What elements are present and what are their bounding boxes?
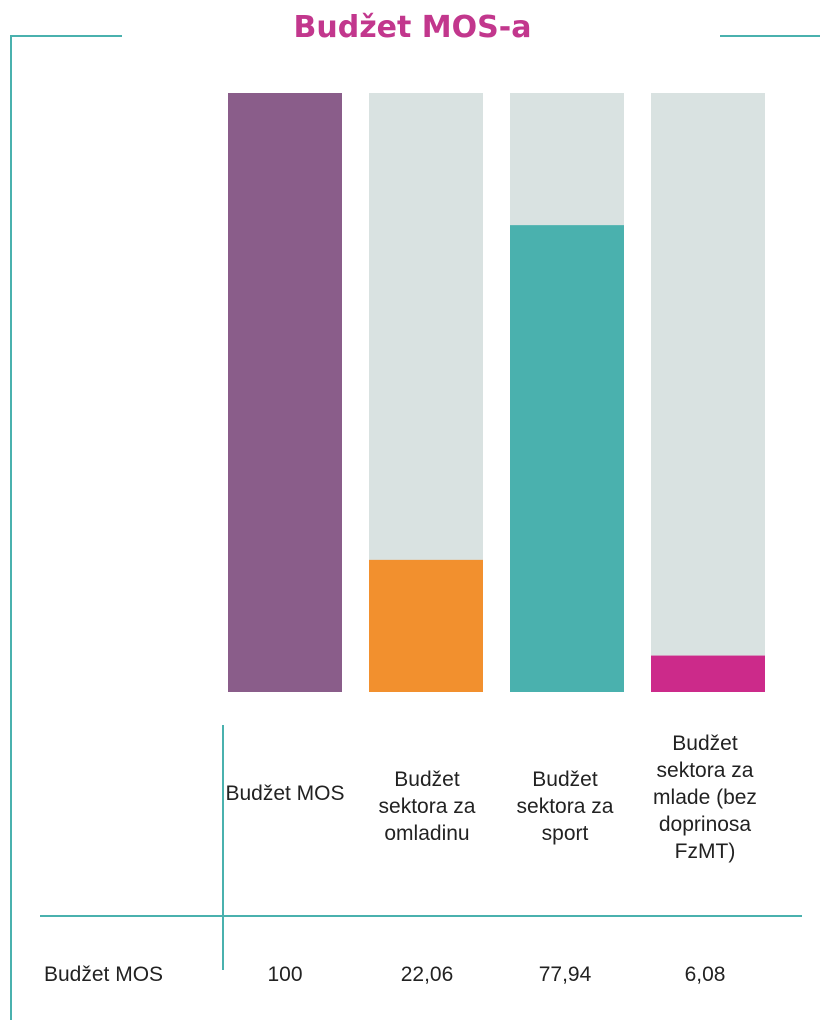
bar-budzet-mos [228,93,342,692]
table-cell-mlade: 6,08 [684,963,726,986]
category-label-omladina: Budžet sektora za omladinu [378,768,476,845]
bar-background-mlade [651,93,765,692]
bar-omladina [369,559,483,692]
category-label-mlade: Budžet sektora za mlade (bez doprinosa F… [653,732,757,863]
table-cell-budzet-mos: 100 [267,963,303,986]
bar-sport [510,225,624,692]
table-cell-sport: 77,94 [538,963,592,986]
frame-top-left-line [10,35,122,37]
category-label-sport: Budžet sektora za sport [516,768,614,845]
table-cell-omladina: 22,06 [400,963,454,986]
bar-mlade [651,655,765,692]
table-horizontal-divider [40,915,802,917]
table-vertical-divider [222,725,224,970]
category-label-budzet-mos: Budžet MOS [225,782,345,805]
frame-left-line [10,35,12,1020]
table-row-label: Budžet MOS [44,963,164,986]
chart-title: Budžet MOS-a [293,10,532,45]
frame-top-right-line [720,35,820,37]
